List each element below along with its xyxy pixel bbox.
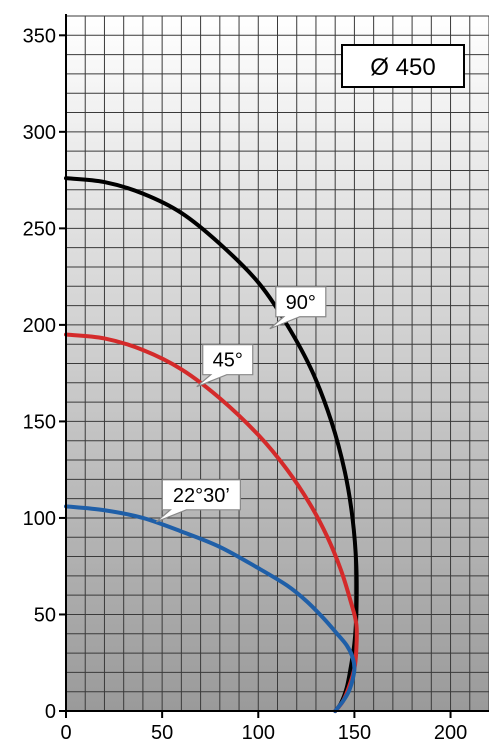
callouts: 90° 45° 22°30’ <box>155 286 327 523</box>
callout-box <box>269 286 327 330</box>
y-tick-label: 200 <box>23 315 56 337</box>
y-tick-label: 350 <box>23 25 56 47</box>
callout-box <box>155 479 241 523</box>
axes: 0 50 100 150 200 250 300 350 0 50 100 150 200 <box>23 14 489 744</box>
callout-box <box>196 344 254 388</box>
diameter-badge-text: Ø 450 <box>370 54 435 81</box>
callout-label: 22°30’ <box>173 485 230 507</box>
callout-2: 22°30’ <box>155 479 241 523</box>
x-tick-label: 0 <box>60 722 71 744</box>
y-tick-label: 250 <box>23 218 56 240</box>
y-tick-label: 0 <box>45 701 56 723</box>
x-tick-label: 100 <box>242 722 275 744</box>
y-tick-label: 50 <box>34 604 56 626</box>
x-tick-label: 150 <box>338 722 371 744</box>
callout-0: 90° <box>269 286 327 330</box>
callout-label: 45° <box>213 350 243 372</box>
x-tick-label: 200 <box>434 722 467 744</box>
y-tick-label: 150 <box>23 411 56 433</box>
x-tick-label: 50 <box>151 722 173 744</box>
series-layer <box>64 176 359 713</box>
callout-label: 90° <box>286 292 316 314</box>
series-line-2 <box>64 504 357 713</box>
y-tick-label: 100 <box>23 508 56 530</box>
callout-1: 45° <box>196 344 254 388</box>
y-tick-label: 300 <box>23 122 56 144</box>
diameter-badge: Ø 450 <box>341 44 465 88</box>
series-line-0 <box>64 176 359 713</box>
